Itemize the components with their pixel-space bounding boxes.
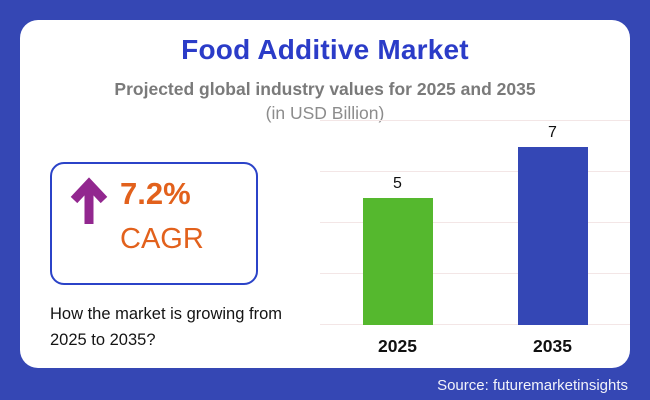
bar-group-2035: 7 — [517, 123, 588, 325]
cagr-label: CAGR — [120, 223, 204, 255]
gridline — [320, 273, 630, 274]
growth-question: How the market is growing from 2025 to 2… — [50, 305, 282, 349]
content-card: Food Additive Market Projected global in… — [20, 20, 630, 368]
page-title: Food Additive Market — [181, 34, 469, 65]
cagr-badge: 7.2% CAGR — [50, 162, 258, 285]
bar-2025 — [362, 197, 433, 325]
gridline — [320, 222, 630, 223]
bar-value-label: 7 — [548, 123, 557, 141]
chart-categories: 2025 2035 — [320, 336, 630, 357]
gridline — [320, 120, 630, 121]
gridline — [320, 171, 630, 172]
category-label-2035: 2035 — [533, 336, 572, 356]
bar-value-label: 5 — [393, 174, 402, 192]
source-credit: Source: futuremarketinsights — [437, 377, 628, 394]
subtitle: Projected global industry values for 202… — [114, 79, 536, 99]
bar-group-2025: 5 — [362, 174, 433, 325]
cagr-text: 7.2% CAGR — [120, 176, 204, 256]
up-arrow-icon — [68, 177, 110, 227]
category-label-2025: 2025 — [378, 336, 417, 356]
cagr-value: 7.2% — [120, 176, 191, 211]
bar-2035 — [517, 146, 588, 325]
unit-note: (in USD Billion) — [265, 103, 385, 123]
gridline — [320, 324, 630, 325]
